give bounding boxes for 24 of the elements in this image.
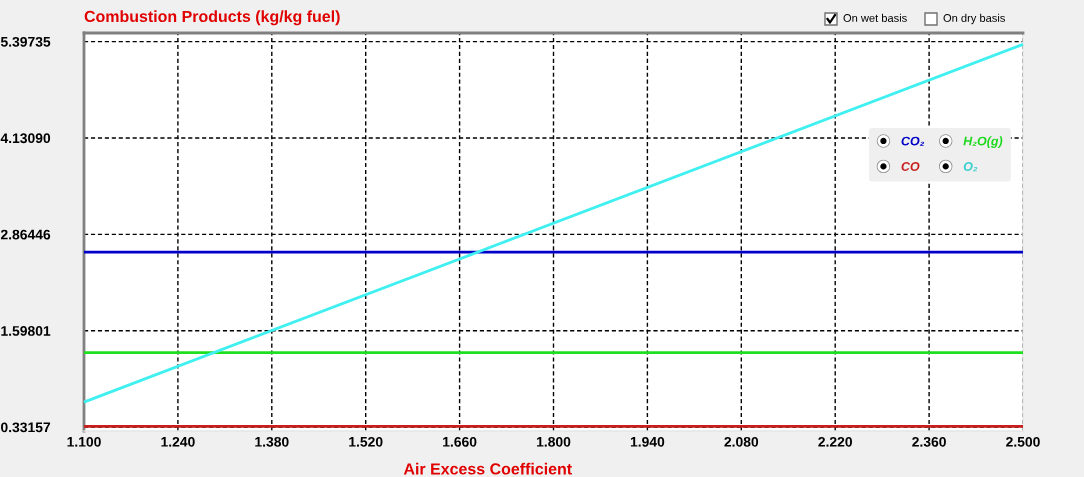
x-tick-label: 1.800 xyxy=(537,436,571,447)
x-tick-label: 1.100 xyxy=(67,436,101,447)
x-tick-label: 1.240 xyxy=(161,436,195,447)
text: H₂O(g) xyxy=(963,136,1003,148)
y-tick-label: 2.86446 xyxy=(0,229,51,240)
text: On wet basis xyxy=(843,13,907,22)
x-axis-title: Air Excess Coefficient xyxy=(403,462,572,475)
chart-title: Combustion Products (kg/kg fuel) xyxy=(84,10,340,26)
y-tick-label: 1.59801 xyxy=(1,326,51,336)
text: O₂ xyxy=(963,162,978,172)
y-tick-label: 5.39735 xyxy=(0,36,51,47)
x-tick-label: 2.360 xyxy=(912,436,946,447)
x-tick-label: 2.500 xyxy=(1006,436,1040,447)
x-tick-label: 1.520 xyxy=(349,436,383,447)
text: CO xyxy=(901,162,920,171)
text: On dry basis xyxy=(943,13,1005,25)
x-tick-label: 1.380 xyxy=(255,436,289,447)
y-tick-label: 4.13090 xyxy=(0,133,51,144)
y-tick-label: 0.33157 xyxy=(1,422,51,433)
x-tick-label: 1.940 xyxy=(630,436,665,447)
text: CO₂ xyxy=(901,136,925,146)
x-tick-label: 2.220 xyxy=(818,436,853,447)
x-tick-label: 2.080 xyxy=(724,436,759,447)
x-tick-label: 1.660 xyxy=(443,436,477,447)
